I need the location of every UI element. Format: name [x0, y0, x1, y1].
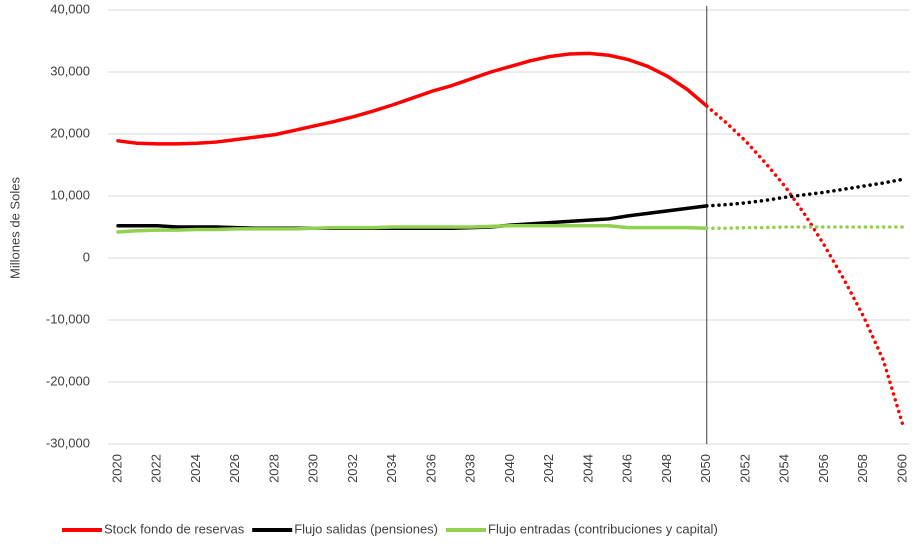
y-axis-title: Millones de Soles	[7, 177, 22, 279]
y-tick-label: -20,000	[46, 373, 90, 388]
x-tick-label: 2024	[188, 454, 203, 483]
x-tick-label: 2036	[423, 454, 438, 483]
x-tick-label: 2026	[227, 454, 242, 483]
x-tick-label: 2042	[541, 454, 556, 483]
series-line	[116, 204, 709, 230]
y-tick-label: 0	[83, 249, 90, 264]
x-tick-label: 2030	[306, 454, 321, 483]
x-tick-label: 2054	[777, 454, 792, 483]
x-tick-label: 2058	[855, 454, 870, 483]
series-line-projected	[705, 177, 905, 208]
series-line	[116, 51, 709, 146]
x-tick-label: 2020	[109, 454, 124, 483]
x-tick-label: 2048	[659, 454, 674, 483]
y-tick-label: -10,000	[46, 311, 90, 326]
y-tick-label: -30,000	[46, 435, 90, 450]
series-line-projected	[705, 225, 905, 230]
legend-label: Flujo entradas (contribuciones y capital…	[488, 521, 718, 536]
x-tick-label: 2046	[620, 454, 635, 483]
x-tick-label: 2028	[266, 454, 281, 483]
y-tick-label: 20,000	[50, 125, 90, 140]
x-tick-label: 2034	[384, 454, 399, 483]
x-tick-label: 2038	[463, 454, 478, 483]
x-tick-label: 2044	[580, 454, 595, 483]
y-tick-label: 40,000	[50, 1, 90, 16]
series-line	[116, 224, 709, 234]
legend-label: Flujo salidas (pensiones)	[294, 521, 438, 536]
x-tick-label: 2056	[816, 454, 831, 483]
x-tick-label: 2022	[149, 454, 164, 483]
x-tick-label: 2052	[737, 454, 752, 483]
x-tick-label: 2060	[894, 454, 909, 483]
legend-label: Stock fondo de reservas	[104, 521, 245, 536]
series-line-projected	[705, 104, 905, 428]
y-tick-label: 30,000	[50, 63, 90, 78]
y-tick-label: 10,000	[50, 187, 90, 202]
x-tick-label: 2040	[502, 454, 517, 483]
x-tick-label: 2032	[345, 454, 360, 483]
x-tick-label: 2050	[698, 454, 713, 483]
